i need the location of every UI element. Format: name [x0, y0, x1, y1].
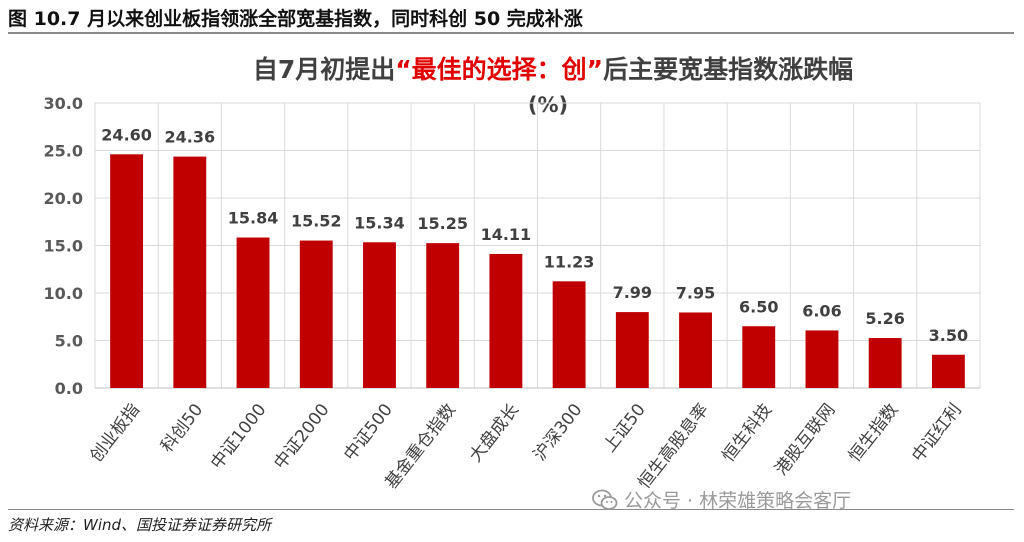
- bottom-divider: [8, 509, 1014, 510]
- bar-value-label: 15.84: [228, 209, 279, 228]
- bar-value-label: 24.36: [165, 128, 216, 147]
- bar: [742, 326, 776, 388]
- bar: [236, 237, 270, 388]
- bar-value-label: 24.60: [101, 125, 152, 144]
- x-tick-label: 港股互联网: [771, 400, 839, 479]
- x-tick-label: 中证2000: [270, 400, 333, 473]
- bar-value-label: 15.34: [354, 213, 405, 232]
- x-tick-label: 中证红利: [908, 400, 966, 466]
- figure-title: 图 10.7 月以来创业板指领涨全部宽基指数，同时科创 50 完成补涨: [8, 8, 583, 30]
- bar: [363, 242, 396, 388]
- source-note: 资料来源：Wind、国投证券证券研究所: [8, 516, 272, 534]
- x-tick-label: 创业板指: [86, 400, 144, 466]
- watermark-text: 公众号 · 林荣雄策略会客厅: [624, 490, 852, 512]
- x-tick-label: 大盘成长: [466, 400, 524, 466]
- bar-value-label: 15.25: [417, 214, 468, 233]
- bar-value-label: 11.23: [544, 252, 595, 271]
- bars: [110, 154, 965, 388]
- chart-title-part: 自7月初提出: [253, 55, 395, 84]
- y-tick-label: 15.0: [44, 237, 83, 256]
- chart-title-highlight: “最佳的选择：创”: [395, 55, 603, 84]
- bar: [615, 312, 649, 388]
- watermark: 公众号 · 林荣雄策略会客厅: [592, 486, 851, 513]
- y-tick-label: 10.0: [44, 284, 83, 303]
- y-tick-label: 30.0: [44, 94, 83, 113]
- bar-value-label: 3.50: [929, 326, 968, 345]
- bar: [426, 243, 460, 388]
- y-tick-label: 25.0: [44, 142, 83, 161]
- chart-title: 自7月初提出“最佳的选择：创”后主要宽基指数涨跌幅: [253, 55, 853, 84]
- x-tick-label: 中证1000: [207, 400, 270, 473]
- bar-value-label: 7.95: [676, 283, 715, 302]
- bar: [489, 253, 523, 388]
- y-tick-label: 20.0: [44, 189, 83, 208]
- bar: [299, 240, 333, 388]
- bar: [110, 154, 144, 388]
- x-tick-label: 上证50: [600, 400, 650, 456]
- x-tick-label: 沪深300: [530, 400, 587, 465]
- y-tick-label: 0.0: [55, 379, 83, 398]
- chart-title-part: 后主要宽基指数涨跌幅: [603, 55, 853, 84]
- grid-lines: [94, 102, 981, 389]
- bar-value-label: 7.99: [613, 283, 652, 302]
- y-axis-ticks: 0.0 5.0 10.0 15.0 20.0 25.0 30.0: [44, 94, 83, 398]
- x-tick-label: 恒生科技: [719, 400, 777, 466]
- bar: [173, 156, 207, 388]
- chart-unit-label: (%): [528, 93, 568, 117]
- bar: [931, 354, 965, 388]
- x-tick-label: 中证500: [340, 400, 397, 465]
- x-tick-label: 科创50: [157, 400, 207, 456]
- bar: [805, 330, 839, 388]
- wechat-icon: [592, 489, 618, 510]
- bar: [552, 281, 586, 388]
- bar-value-label: 6.50: [739, 297, 778, 316]
- bar-value-label: 14.11: [481, 225, 532, 244]
- y-tick-label: 5.0: [55, 332, 83, 351]
- bar-value-labels: 24.60 24.36 15.84 15.52 15.34 15.25 14.11 11.23…: [101, 125, 968, 344]
- bar-value-label: 5.26: [865, 309, 904, 328]
- bar: [868, 338, 902, 388]
- bar-value-label: 15.52: [291, 212, 342, 231]
- bar-value-label: 6.06: [802, 301, 841, 320]
- bar: [679, 312, 712, 388]
- x-tick-label: 恒生指数: [845, 400, 903, 466]
- top-divider: [8, 32, 1014, 34]
